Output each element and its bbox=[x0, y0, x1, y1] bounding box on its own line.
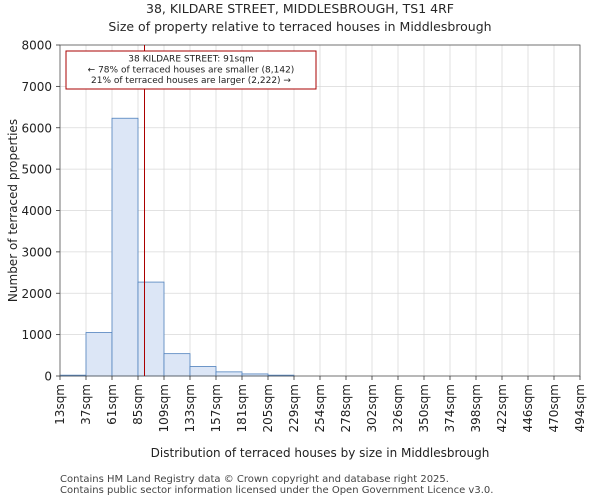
histogram-bar bbox=[137, 281, 165, 377]
histogram-bar bbox=[163, 353, 191, 377]
x-tick-label: 398sqm bbox=[469, 384, 483, 432]
y-tick-label: 2000 bbox=[21, 287, 52, 301]
x-tick-label: 278sqm bbox=[339, 384, 353, 432]
histogram-bar bbox=[215, 371, 243, 377]
x-tick-label: 494sqm bbox=[573, 384, 587, 432]
y-tick-label: 7000 bbox=[21, 80, 52, 94]
x-tick-label: 254sqm bbox=[313, 384, 327, 432]
y-tick-label: 4000 bbox=[21, 204, 52, 218]
histogram-bar bbox=[189, 366, 217, 377]
x-tick-label: 470sqm bbox=[547, 384, 561, 432]
x-tick-label: 157sqm bbox=[209, 384, 223, 432]
x-tick-label: 205sqm bbox=[261, 384, 275, 432]
histogram-bar bbox=[85, 332, 113, 377]
chart-title: 38, KILDARE STREET, MIDDLESBROUGH, TS1 4… bbox=[146, 1, 454, 16]
x-axis-label: Distribution of terraced houses by size … bbox=[151, 446, 490, 460]
x-tick-label: 446sqm bbox=[521, 384, 535, 432]
y-tick-label: 3000 bbox=[21, 245, 52, 259]
x-tick-label: 302sqm bbox=[365, 384, 379, 432]
x-tick-label: 37sqm bbox=[79, 384, 93, 425]
x-tick-label: 13sqm bbox=[53, 384, 67, 425]
x-tick-label: 350sqm bbox=[417, 384, 431, 432]
x-tick-label: 374sqm bbox=[443, 384, 457, 432]
footer-licence: Contains public sector information licen… bbox=[60, 485, 494, 496]
annotation-line: 21% of terraced houses are larger (2,222… bbox=[91, 76, 291, 86]
x-tick-label: 85sqm bbox=[131, 384, 145, 425]
y-tick-label: 5000 bbox=[21, 163, 52, 177]
histogram-chart: 0 1000 2000 3000 4000 5000 6000 7000 8000 13sqm 3… bbox=[6, 39, 587, 461]
footer-copyright: Contains HM Land Registry data © Crown c… bbox=[60, 474, 449, 485]
x-tick-label: 109sqm bbox=[157, 384, 171, 432]
y-tick-label: 8000 bbox=[21, 39, 52, 53]
annotation-line: ← 78% of terraced houses are smaller (8,… bbox=[88, 66, 295, 76]
annotation-rect bbox=[65, 50, 317, 90]
bars bbox=[59, 117, 295, 377]
y-axis: 0 1000 2000 3000 4000 5000 6000 7000 8000 bbox=[21, 39, 60, 384]
annotation-box: 38 KILDARE STREET: 91sqm ← 78% of terrac… bbox=[65, 50, 317, 90]
x-axis: 13sqm 37sqm 61sqm 85sqm 109sqm 133sqm 157sqm 18… bbox=[53, 376, 587, 432]
x-tick-label: 326sqm bbox=[391, 384, 405, 432]
x-tick-label: 181sqm bbox=[235, 384, 249, 432]
x-tick-label: 61sqm bbox=[105, 384, 119, 425]
y-tick-label: 1000 bbox=[21, 328, 52, 342]
y-axis-label: Number of terraced properties bbox=[6, 119, 20, 302]
x-tick-label: 229sqm bbox=[287, 384, 301, 432]
x-tick-label: 133sqm bbox=[183, 384, 197, 432]
annotation-line: 38 KILDARE STREET: 91sqm bbox=[128, 55, 253, 65]
chart-subtitle: Size of property relative to terraced ho… bbox=[108, 19, 492, 34]
x-tick-label: 422sqm bbox=[495, 384, 509, 432]
y-tick-label: 6000 bbox=[21, 121, 52, 135]
y-tick-label: 0 bbox=[44, 370, 52, 384]
histogram-bar bbox=[111, 117, 139, 377]
